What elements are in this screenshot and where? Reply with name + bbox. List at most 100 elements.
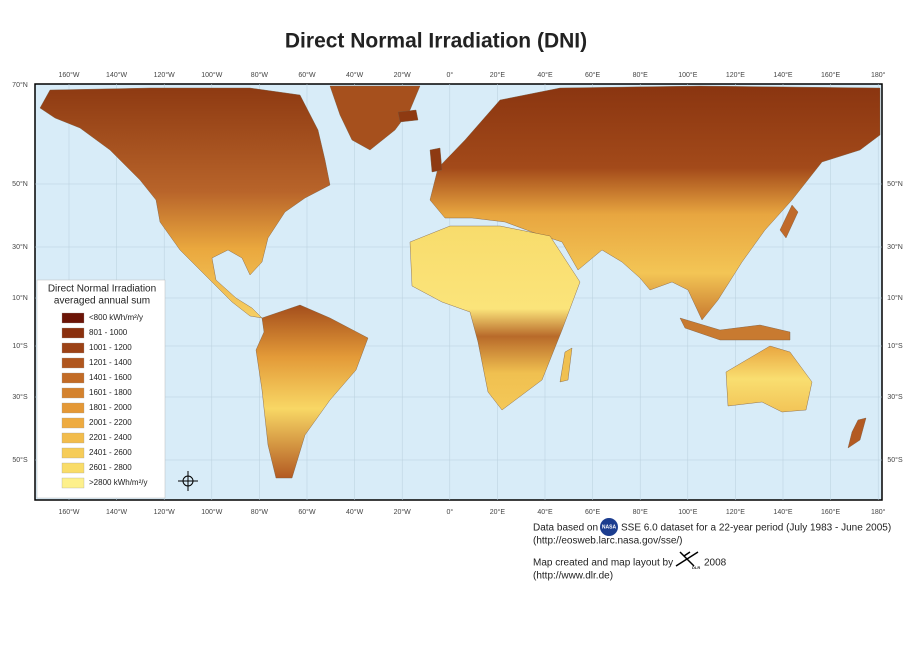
compass <box>178 471 198 491</box>
longitude-label: 20°E <box>490 71 506 79</box>
longitude-label: 120°W <box>154 71 175 79</box>
longitude-label: 100°W <box>201 508 222 516</box>
longitude-label: 180° <box>871 71 886 79</box>
legend-label: 2601 - 2800 <box>89 463 132 472</box>
longitude-label: 160°E <box>821 508 840 516</box>
credit-url: (http://eosweb.larc.nasa.gov/sse/) <box>533 536 683 547</box>
greenland <box>329 85 421 151</box>
longitude-label: 40°E <box>537 71 553 79</box>
legend-swatch <box>61 462 85 474</box>
legend: Direct Normal Irradiation averaged annua… <box>36 279 166 499</box>
dlr-logo-text: DLR <box>692 565 700 570</box>
legend-label: >2800 kWh/m²/y <box>89 478 147 487</box>
latitude-label: 50°N <box>12 180 28 188</box>
africa <box>409 225 581 411</box>
latitude-label: 30°S <box>887 393 903 401</box>
legend-label: 2201 - 2400 <box>89 433 132 442</box>
australia <box>725 345 813 413</box>
legend-swatch <box>61 402 85 414</box>
longitude-label: 40°W <box>346 508 364 516</box>
legend-swatch <box>61 372 85 384</box>
legend-label: <800 kWh/m²/y <box>89 313 143 322</box>
longitude-label: 120°E <box>726 71 745 79</box>
longitude-label: 40°E <box>537 508 553 516</box>
latitude-label: 30°N <box>12 243 28 251</box>
nasa-logo-text: NASA <box>602 524 617 530</box>
legend-swatch <box>61 417 85 429</box>
longitude-label: 0° <box>446 508 453 516</box>
longitude-label: 20°W <box>394 508 412 516</box>
longitude-label: 100°E <box>678 71 697 79</box>
credit-text: Map created and map layout by <box>533 558 673 569</box>
longitude-label: 40°W <box>346 71 364 79</box>
latitude-label: 10°N <box>887 294 903 302</box>
longitude-label: 20°E <box>490 508 506 516</box>
credit-text: Data based on <box>533 523 598 534</box>
longitude-label: 140°W <box>106 508 127 516</box>
iceland <box>397 109 419 123</box>
credit-text: SSE 6.0 dataset for a 22-year period (Ju… <box>621 523 891 534</box>
coordinate-labels: 160°W 160°W 140°W 140°W 120°W 120°W 100°W 100°W… <box>12 71 903 516</box>
legend-label: 1201 - 1400 <box>89 358 132 367</box>
longitude-label: 180° <box>871 508 886 516</box>
longitude-label: 80°E <box>633 71 649 79</box>
longitude-label: 160°W <box>58 71 79 79</box>
legend-swatch <box>61 357 85 369</box>
longitude-label: 120°W <box>154 508 175 516</box>
latitude-label: 50°S <box>12 456 28 464</box>
legend-label: 2001 - 2200 <box>89 418 132 427</box>
longitude-label: 100°E <box>678 508 697 516</box>
legend-label: 1001 - 1200 <box>89 343 132 352</box>
japan <box>779 204 799 239</box>
legend-label: 1401 - 1600 <box>89 373 132 382</box>
longitude-label: 60°E <box>585 508 601 516</box>
legend-label: 1801 - 2000 <box>89 403 132 412</box>
credit-text: 2008 <box>704 558 727 569</box>
legend-swatch <box>61 327 85 339</box>
land <box>39 85 881 479</box>
legend-swatch <box>61 447 85 459</box>
legend-label: 801 - 1000 <box>89 328 128 337</box>
latitude-label: 30°N <box>887 243 903 251</box>
indonesia <box>679 317 791 341</box>
longitude-label: 120°E <box>726 508 745 516</box>
legend-title: averaged annual sum <box>54 296 150 307</box>
longitude-label: 60°E <box>585 71 601 79</box>
legend-label: 2401 - 2600 <box>89 448 132 457</box>
uk <box>429 147 443 173</box>
longitude-label: 60°W <box>298 508 316 516</box>
legend-swatch <box>61 387 85 399</box>
longitude-label: 60°W <box>298 71 316 79</box>
credits: Data based on NASA SSE 6.0 dataset for a… <box>533 518 891 582</box>
longitude-label: 20°W <box>394 71 412 79</box>
madagascar <box>559 347 573 383</box>
legend-swatch <box>61 477 85 489</box>
new-zealand <box>847 417 867 449</box>
legend-swatch <box>61 312 85 324</box>
latitude-label: 30°S <box>12 393 28 401</box>
longitude-label: 80°E <box>633 508 649 516</box>
latitude-label: 50°N <box>887 180 903 188</box>
credit-url: (http://www.dlr.de) <box>533 571 613 582</box>
dlr-logo <box>675 551 699 567</box>
north-america <box>39 87 331 319</box>
longitude-label: 160°E <box>821 71 840 79</box>
longitude-label: 80°W <box>251 508 269 516</box>
longitude-label: 160°W <box>58 508 79 516</box>
latitude-label: 50°S <box>887 456 903 464</box>
latitude-label: 70°N <box>12 81 28 89</box>
nasa-logo <box>600 518 618 536</box>
legend-swatch <box>61 432 85 444</box>
legend-title: Direct Normal Irradiation <box>48 284 156 295</box>
longitude-label: 140°E <box>773 508 792 516</box>
legend-box <box>36 279 166 499</box>
legend-label: 1601 - 1800 <box>89 388 132 397</box>
legend-swatch <box>61 342 85 354</box>
latitude-label: 10°S <box>12 342 28 350</box>
map-title: Direct Normal Irradiation (DNI) <box>285 30 587 53</box>
latitude-label: 10°S <box>887 342 903 350</box>
latitude-label: 10°N <box>12 294 28 302</box>
longitude-label: 0° <box>446 71 453 79</box>
longitude-label: 100°W <box>201 71 222 79</box>
